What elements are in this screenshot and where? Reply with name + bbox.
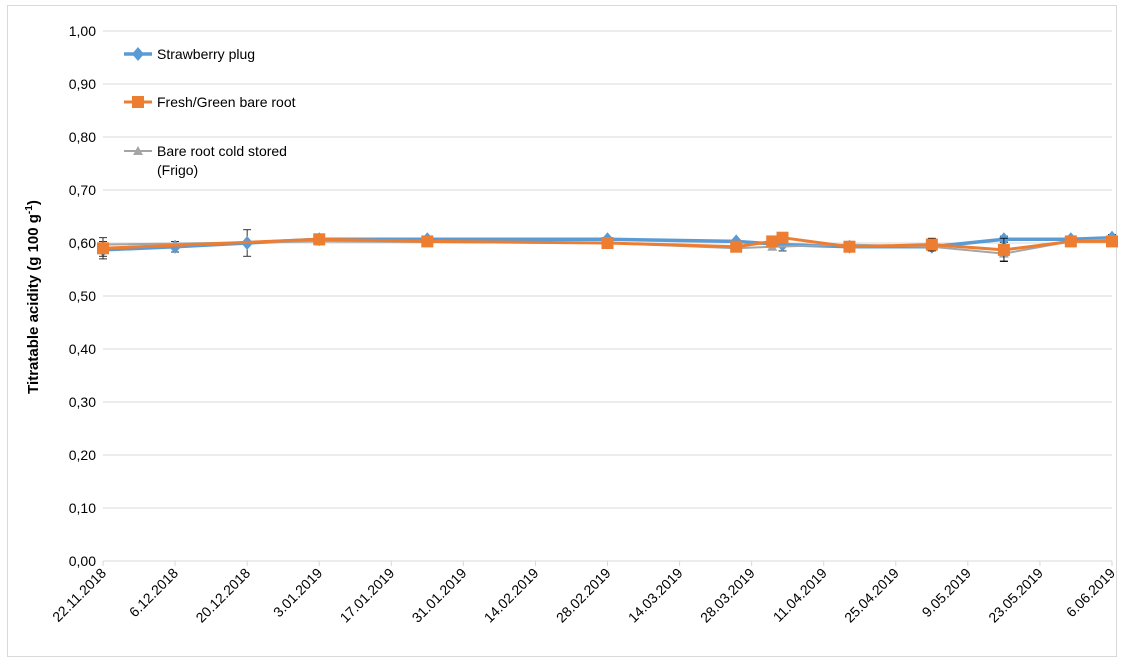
x-tick-label: 25.04.2019 — [841, 565, 902, 626]
x-tick-label: 28.02.2019 — [553, 565, 614, 626]
y-tick-label: 0,00 — [69, 553, 96, 569]
y-axis-label-sup: -1 — [24, 205, 35, 214]
data-point — [97, 242, 109, 255]
x-tick-label: 14.02.2019 — [481, 565, 542, 626]
legend-swatch-marker — [132, 47, 144, 61]
x-tick-label: 20.12.2018 — [192, 565, 253, 626]
y-tick-label: 0,10 — [69, 500, 96, 516]
x-tick-label: 31.01.2019 — [409, 565, 470, 626]
data-point — [1106, 235, 1118, 248]
y-tick-label: 0,90 — [69, 76, 96, 92]
data-point — [601, 237, 614, 249]
x-tick-label: 11.04.2019 — [770, 565, 830, 625]
legend-entry-1: Fresh/Green bare root — [124, 94, 296, 110]
legend-label: (Frigo) — [157, 162, 198, 178]
legend-label: Strawberry plug — [157, 46, 255, 62]
series-1 — [97, 231, 1118, 262]
legend-label: Bare root cold stored — [157, 143, 287, 159]
y-axis-ticks: 0,00 0,10 0,20 0,30 0,40 0,50 0,60 0,70 0,80 0,90… — [69, 23, 96, 569]
data-point — [925, 238, 938, 251]
chart-frame — [7, 5, 1117, 657]
data-point — [730, 240, 743, 253]
x-tick-label: 14.03.2019 — [625, 565, 686, 626]
x-tick-label: 3.01.2019 — [270, 565, 326, 621]
y-tick-label: 0,80 — [69, 129, 96, 145]
x-tick-label: 22.11.2018 — [49, 565, 109, 625]
y-tick-label: 0,70 — [69, 182, 96, 198]
x-tick-label: 28.03.2019 — [697, 565, 758, 626]
legend-swatch-marker — [132, 96, 144, 108]
data-point — [997, 243, 1010, 256]
legend-swatch-marker — [133, 146, 143, 155]
data-point — [766, 235, 779, 248]
data-point — [421, 235, 434, 248]
y-tick-label: 0,20 — [69, 447, 96, 463]
x-tick-label: 23.05.2019 — [985, 565, 1046, 626]
y-tick-label: 0,50 — [69, 288, 96, 304]
legend-entry-0: Strawberry plug — [124, 46, 255, 62]
y-tick-label: 0,30 — [69, 394, 96, 410]
y-axis-label-main: Titratable acidity (g 100 g — [25, 214, 42, 394]
gridlines — [103, 30, 1112, 562]
y-tick-label: 1,00 — [69, 23, 96, 39]
legend-entry-2: Bare root cold stored (Frigo) — [124, 143, 287, 178]
x-axis-ticks: 22.11.2018 6.12.2018 20.12.2018 3.01.2019 17… — [49, 561, 1118, 626]
legend: Strawberry plug Fresh/Green bare root Bare… — [124, 46, 296, 178]
data-point — [313, 233, 326, 246]
series-layer — [97, 229, 1118, 262]
x-tick-label: 6.12.2018 — [126, 565, 182, 621]
y-axis-label: Titratable acidity (g 100 g-1) — [24, 200, 42, 394]
x-tick-label: 6.06.2019 — [1063, 565, 1119, 621]
legend-label: Fresh/Green bare root — [157, 94, 296, 110]
data-point — [776, 231, 789, 244]
data-point — [1064, 235, 1077, 248]
y-tick-label: 0,40 — [69, 341, 96, 357]
data-point — [843, 240, 856, 253]
x-tick-label: 9.05.2019 — [919, 565, 975, 621]
x-tick-label: 17.01.2019 — [337, 565, 398, 626]
y-axis-label-end: ) — [25, 200, 42, 205]
y-tick-label: 0,60 — [69, 235, 96, 251]
